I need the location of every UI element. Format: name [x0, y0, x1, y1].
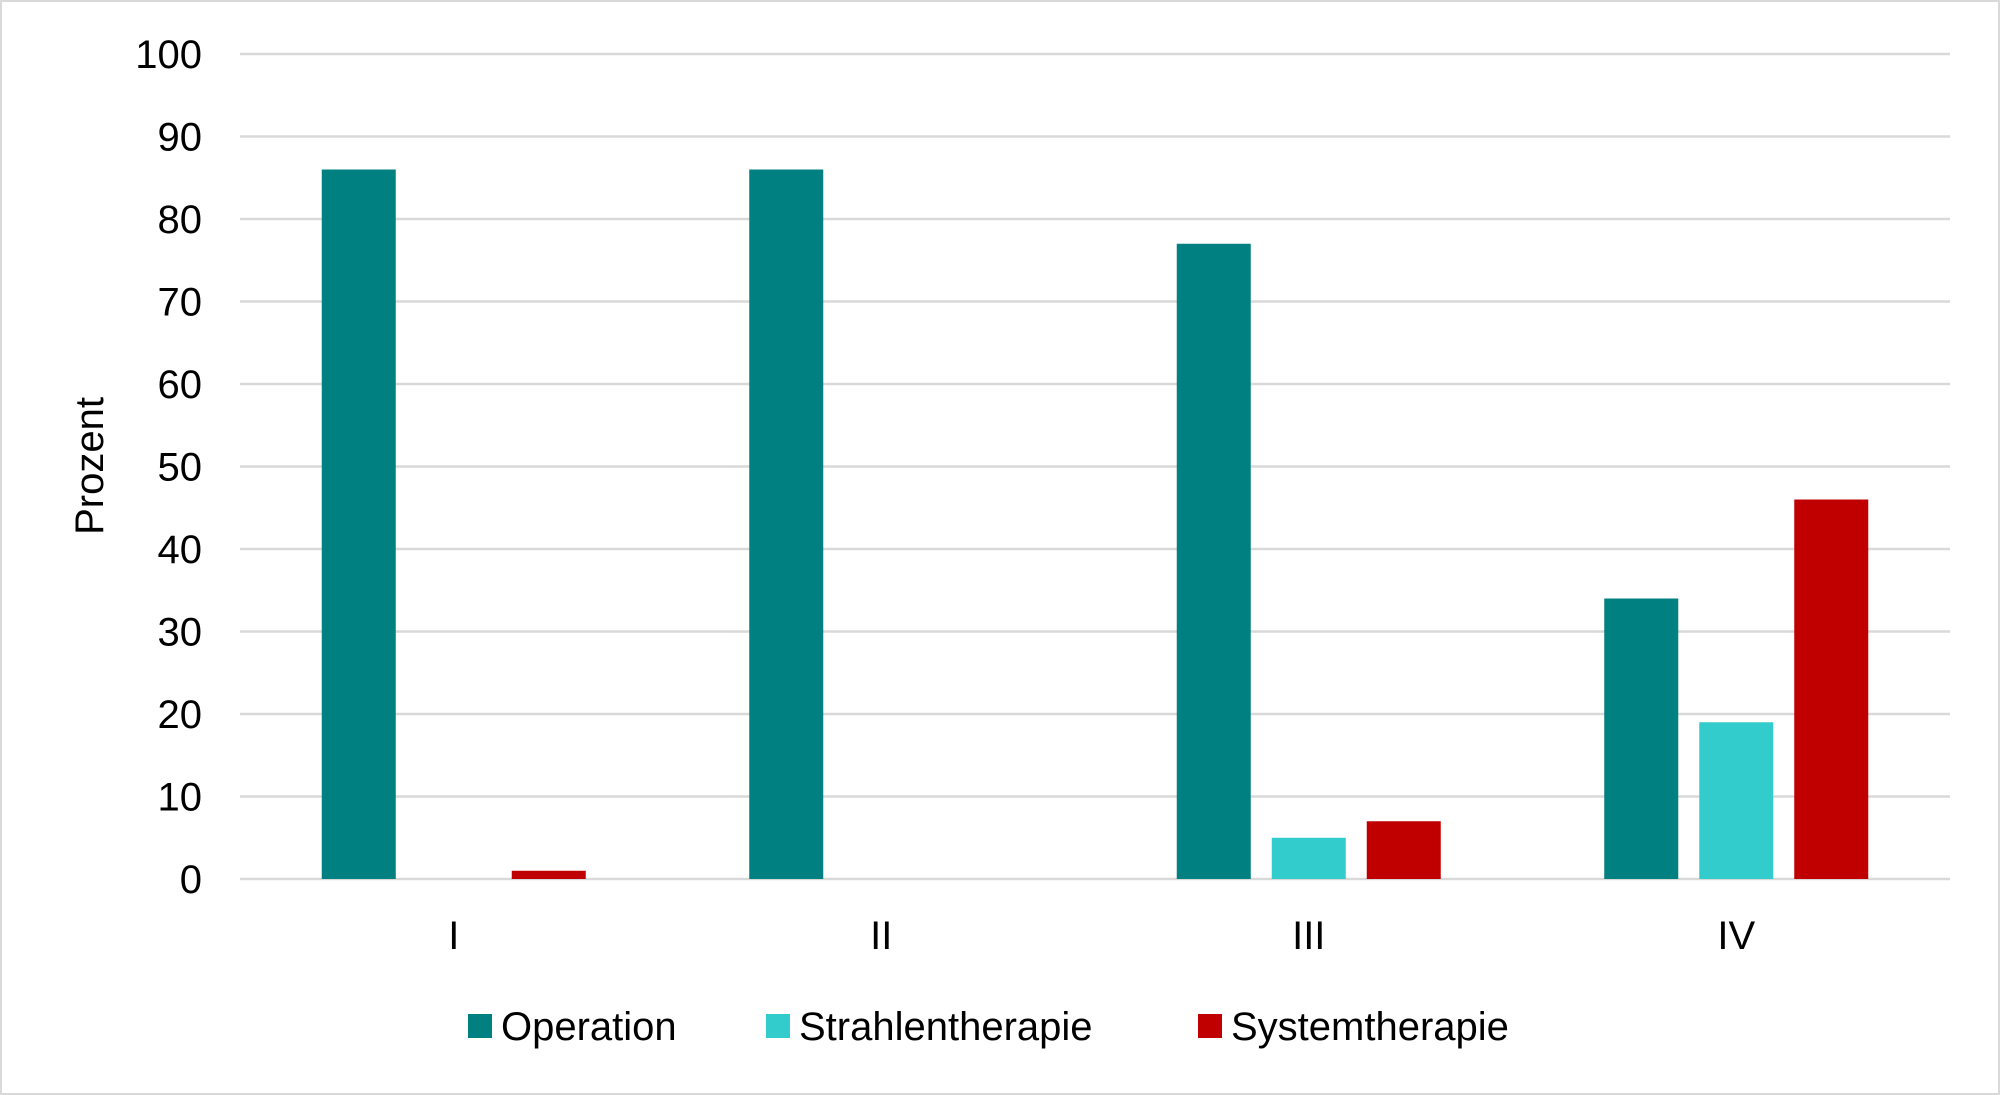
- x-category-label: II: [870, 914, 892, 958]
- y-tick-label: 10: [158, 776, 203, 820]
- bar: [1794, 499, 1869, 879]
- legend-label: Operation: [501, 1005, 677, 1049]
- bar: [1366, 821, 1441, 879]
- x-category-label: IV: [1717, 914, 1755, 958]
- x-category-label: I: [448, 914, 459, 958]
- y-tick-label: 100: [135, 33, 202, 77]
- y-axis-tick-labels: 0 10 20 30 40 50 60 70 80 90 100: [135, 33, 202, 902]
- bar: [511, 870, 586, 879]
- bar: [1271, 837, 1346, 879]
- gridlines: [240, 52, 1950, 881]
- bar: [749, 169, 824, 879]
- y-axis-title: Prozent: [68, 397, 112, 535]
- x-axis-category-labels: I II III IV: [448, 914, 1755, 958]
- y-tick-label: 90: [158, 116, 203, 160]
- y-tick-label: 50: [158, 446, 203, 490]
- y-tick-label: 80: [158, 198, 203, 242]
- legend-swatch: [766, 1014, 790, 1038]
- legend-swatch: [1198, 1014, 1222, 1038]
- x-category-label: III: [1292, 914, 1325, 958]
- bar: [1176, 243, 1251, 879]
- y-tick-label: 0: [180, 858, 202, 902]
- bars: [321, 169, 1869, 879]
- legend-label: Strahlentherapie: [799, 1005, 1093, 1049]
- y-tick-label: 20: [158, 693, 203, 737]
- y-tick-label: 30: [158, 611, 203, 655]
- legend-label: Systemtherapie: [1231, 1005, 1509, 1049]
- bar: [1699, 722, 1774, 879]
- bar: [1604, 598, 1679, 879]
- y-tick-label: 60: [158, 363, 203, 407]
- legend-swatch: [468, 1014, 492, 1038]
- y-tick-label: 70: [158, 281, 203, 325]
- bar: [321, 169, 396, 879]
- y-tick-label: 40: [158, 528, 203, 572]
- legend: Operation Strahlentherapie Systemtherapie: [468, 1005, 1509, 1049]
